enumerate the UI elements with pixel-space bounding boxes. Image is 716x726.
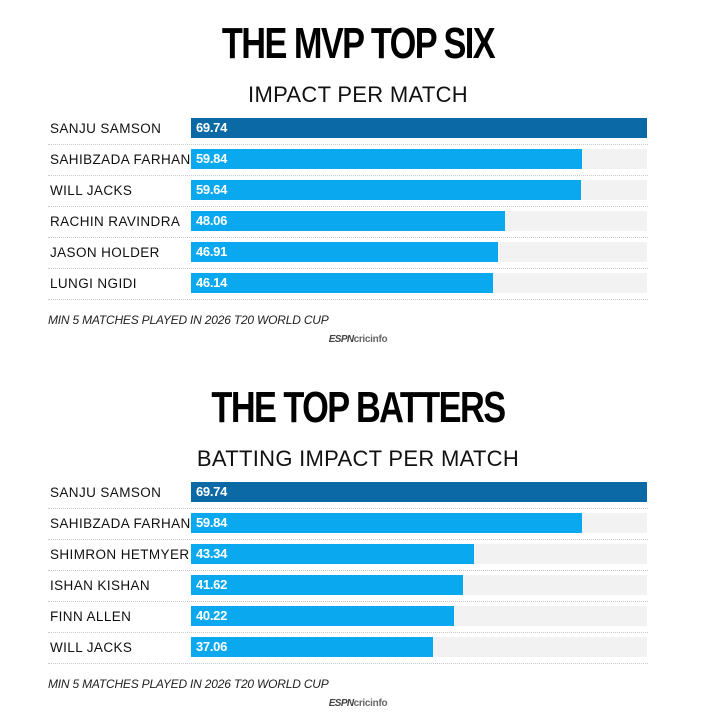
bar-value-label: 46.91: [196, 244, 228, 259]
logo-espn: ESPN: [328, 698, 354, 709]
bar-value-label: 40.22: [196, 608, 228, 623]
bar-track: 40.22: [191, 606, 647, 626]
bar: 59.84: [191, 149, 582, 169]
bar-value-label: 43.34: [196, 546, 228, 561]
bar-value-label: 59.84: [196, 515, 228, 530]
bar-track: 69.74: [191, 482, 647, 502]
logo-cricinfo: cricinfo: [353, 334, 388, 345]
bar: 41.62: [191, 575, 463, 595]
bar-row: RACHIN RAVINDRA 48.06: [48, 206, 648, 238]
bar-track: 48.06: [191, 211, 647, 231]
category-label: SHIMRON HETMYER: [50, 547, 190, 562]
category-label: SAHIBZADA FARHAN: [50, 516, 191, 531]
bar-value-label: 69.74: [196, 120, 228, 135]
category-label: SANJU SAMSON: [50, 121, 162, 136]
chart-title: THE MVP TOP SIX: [221, 19, 496, 68]
chart-subtitle: IMPACT PER MATCH: [248, 82, 468, 107]
bar: 48.06: [191, 211, 505, 231]
logo-espn: ESPN: [328, 334, 354, 345]
bar-value-label: 46.14: [196, 275, 228, 290]
bar-track: 59.64: [191, 180, 647, 200]
bar-track: 43.34: [191, 544, 647, 564]
bar-row: SAHIBZADA FARHAN 59.84: [48, 508, 648, 540]
bar: 59.64: [191, 180, 581, 200]
chart-footnote: MIN 5 MATCHES PLAYED IN 2026 T20 WORLD C…: [48, 313, 329, 327]
bar-row: WILL JACKS 59.64: [48, 175, 648, 207]
bar-track: 46.91: [191, 242, 647, 262]
bar-row: LUNGI NGIDI 46.14: [48, 268, 648, 300]
bar-track: 59.84: [191, 513, 647, 533]
bar-track: 37.06: [191, 637, 647, 657]
bar-row: JASON HOLDER 46.91: [48, 237, 648, 269]
bar-track: 69.74: [191, 118, 647, 138]
bar: 59.84: [191, 513, 582, 533]
bar: 37.06: [191, 637, 433, 657]
bar-row: FINN ALLEN 40.22: [48, 601, 648, 633]
espncricinfo-logo: ESPNcricinfo: [0, 334, 716, 345]
bar-row: SAHIBZADA FARHAN 59.84: [48, 144, 648, 176]
bar-value-label: 37.06: [196, 639, 228, 654]
bar-value-label: 59.84: [196, 151, 228, 166]
category-label: SANJU SAMSON: [50, 485, 162, 500]
bar: 46.14: [191, 273, 493, 293]
bar: 43.34: [191, 544, 474, 564]
bar-row: SHIMRON HETMYER 43.34: [48, 539, 648, 571]
chart-title: THE TOP BATTERS: [211, 383, 506, 432]
category-label: JASON HOLDER: [50, 245, 160, 260]
bar-row: SANJU SAMSON 69.74: [48, 113, 648, 145]
bar-track: 59.84: [191, 149, 647, 169]
chart-subtitle: BATTING IMPACT PER MATCH: [196, 446, 520, 471]
bar-value-label: 69.74: [196, 484, 228, 499]
bar: 69.74: [191, 118, 647, 138]
bar-row: WILL JACKS 37.06: [48, 632, 648, 664]
bar: 69.74: [191, 482, 647, 502]
bar: 46.91: [191, 242, 498, 262]
logo-cricinfo: cricinfo: [353, 698, 388, 709]
bar-value-label: 41.62: [196, 577, 228, 592]
bar-track: 41.62: [191, 575, 647, 595]
category-label: FINN ALLEN: [50, 609, 132, 624]
bar-value-label: 59.64: [196, 182, 228, 197]
category-label: LUNGI NGIDI: [50, 276, 137, 291]
category-label: WILL JACKS: [50, 640, 133, 655]
category-label: ISHAN KISHAN: [50, 578, 151, 593]
bar-row: ISHAN KISHAN 41.62: [48, 570, 648, 602]
espncricinfo-logo: ESPNcricinfo: [0, 698, 716, 709]
chart-footnote: MIN 5 MATCHES PLAYED IN 2026 T20 WORLD C…: [48, 677, 329, 691]
category-label: RACHIN RAVINDRA: [50, 214, 181, 229]
category-label: WILL JACKS: [50, 183, 133, 198]
category-label: SAHIBZADA FARHAN: [50, 152, 191, 167]
bar-value-label: 48.06: [196, 213, 228, 228]
bar: 40.22: [191, 606, 454, 626]
bar-row: SANJU SAMSON 69.74: [48, 477, 648, 509]
bar-track: 46.14: [191, 273, 647, 293]
